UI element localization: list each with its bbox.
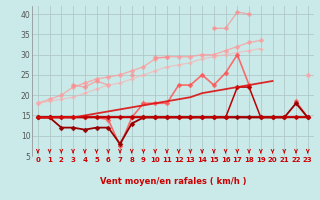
X-axis label: Vent moyen/en rafales ( km/h ): Vent moyen/en rafales ( km/h ): [100, 177, 246, 186]
